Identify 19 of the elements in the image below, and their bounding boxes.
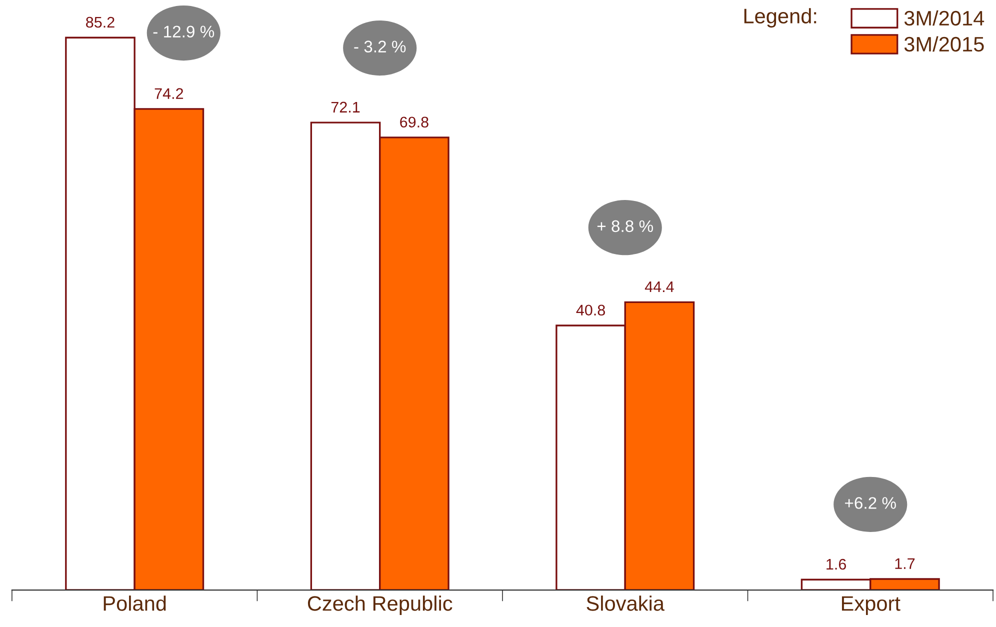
legend-title: Legend: (744, 8, 816, 28)
x-tick-label: Czech Republic (308, 596, 452, 615)
x-tick-label: Export (842, 596, 900, 615)
data-label: 1.6 (826, 558, 846, 570)
annotation: + 8.8 % (597, 220, 654, 232)
legend-label: 3M/2015 (904, 36, 984, 52)
annotation: - 3.2 % (354, 40, 406, 52)
data-label: 74.2 (154, 88, 184, 99)
data-label: 69.8 (400, 116, 428, 128)
data-label: 1.7 (895, 558, 915, 569)
text: - 12.9 % (153, 26, 214, 38)
x-tick-label: Slovakia (586, 596, 664, 611)
data-label: 85.2 (86, 16, 114, 28)
data-label: 72.1 (331, 102, 360, 112)
data-label: 40.8 (576, 304, 605, 316)
x-tick-label: Poland (104, 596, 166, 611)
annotation: +6.2 % (845, 497, 896, 509)
data-label: 44.4 (644, 282, 674, 292)
legend-label: 3M/2014 (904, 10, 984, 26)
